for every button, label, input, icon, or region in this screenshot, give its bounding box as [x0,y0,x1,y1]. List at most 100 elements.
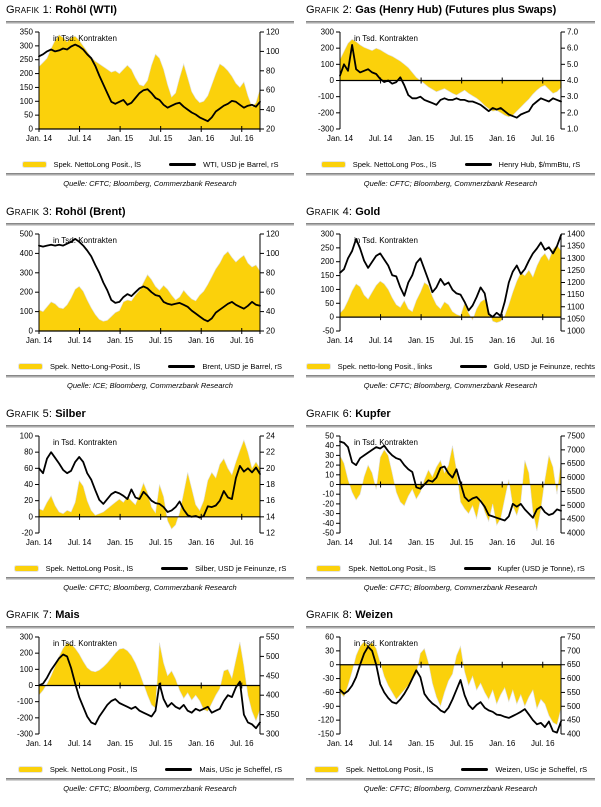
x-axis-label: Jul. 14 [68,134,92,143]
source-text: Quelle: CFTC; Bloomberg, Commerzbank Res… [363,179,538,188]
x-axis-label: Jan. 16 [188,134,215,143]
x-axis-label: Jul. 15 [449,336,473,345]
right-tick-label: 700 [567,647,581,656]
chart-plot-wheat: 60 30 0 -30 -60 -90 -120 -150 750 700 650 600 550 500… [317,633,581,749]
right-tick-label: 100 [266,47,280,56]
legend-area-label: Spek. NettoLong Posit., lS [345,765,434,775]
right-tick-label: 7500 [567,431,585,440]
panel-grafik-1: Grafik 1: Rohöl (WTI) 350 300 250 200 150 100… [0,0,300,202]
area-series [38,34,261,130]
panel-grafik-6: Grafik 6: Kupfer 50 40 30 20 10 0 -10 -20 -30 -40… [300,404,601,606]
area-series [38,438,261,530]
left-tick-label: 150 [320,271,334,280]
chart-name: Weizen [355,609,393,622]
line-swatch-icon [165,768,193,772]
chart-title: Grafik 8: Weizen [306,609,595,622]
x-axis-label: Jul. 14 [68,538,92,547]
x-axis-label: Jan. 14 [326,538,353,547]
right-tick-label: 500 [266,652,280,661]
chart-name: Gold [355,205,381,218]
right-tick-label: 450 [567,716,581,725]
left-tick-label: 350 [20,28,34,37]
legend-line-label: Weizen, USc je Scheffel, rS [495,765,588,775]
area-swatch-icon [320,161,346,168]
right-tick-label: 100 [266,249,280,258]
source-rule [306,576,595,580]
right-tick-label: 20 [266,125,275,134]
x-axis-label: Jan. 16 [489,739,516,748]
legend-line-label: Brent, USD je Barrel, rS [202,361,283,371]
chart-plot-brent: 500 400 300 200 100 0 120 100 80 60 40 20 Jan. 14 Jul… [20,229,280,345]
right-tick-label: 1100 [567,302,585,311]
title-rule [306,21,595,24]
right-tick-label: 3.0 [567,92,579,101]
right-tick-label: 7.0 [567,28,579,37]
x-axis-label: Jan. 16 [188,538,215,547]
title-rule [306,626,595,630]
right-tick-label: 120 [266,229,280,238]
left-tick-label: 80 [24,447,33,456]
legend-area-label: Spek. NettoLong Posit., lS [348,563,436,573]
right-tick-label: 5.0 [567,60,579,69]
chart-title: Grafik 5: Silber [6,408,294,421]
panel-grafik-8: Grafik 8: Weizen 60 30 0 -30 -60 -90 -120 -150 7… [300,605,601,807]
source-rule [6,778,294,782]
right-tick-label: 40 [266,105,275,114]
x-axis-label: Jan. 16 [489,134,516,143]
x-axis-label: Jan. 15 [407,538,434,547]
x-axis-label: Jul. 15 [449,538,473,547]
right-tick-label: 6.0 [567,44,579,53]
area-series [38,642,261,723]
right-tick-label: 5500 [567,486,585,495]
right-tick-label: 20 [266,463,275,472]
source-rule [6,576,294,580]
x-axis-label: Jul. 16 [230,336,254,345]
left-tick-label: 100 [20,431,34,440]
price-line [338,44,562,119]
chart-name: Silber [55,407,86,420]
x-axis-label: Jan. 14 [26,336,53,345]
right-tick-label: 60 [266,287,275,296]
line-swatch-icon [169,163,197,166]
x-axis-label: Jan. 15 [407,739,434,748]
left-tick-label: 20 [325,460,334,469]
left-tick-label: -300 [317,125,334,134]
legend-area-label: Spek. NettoLong Posit., lS [53,160,142,169]
area-swatch-icon [316,564,342,572]
title-rule [306,424,595,428]
x-axis-label: Jul. 16 [230,538,254,547]
plot-annotation: in Tsd. Kontrakten [354,639,418,648]
area-series [339,244,561,323]
right-tick-label: 22 [266,447,275,456]
source-text: Quelle: ICE; Bloomberg, Commerzbank Rese… [67,380,233,390]
left-tick-label: 300 [20,268,34,277]
area-swatch-icon [17,362,43,370]
right-tick-label: 400 [567,730,581,739]
chart-legend: Spek. NettoLong Posit., lS Silber, USD j… [6,562,294,575]
right-tick-label: 750 [567,633,581,642]
source-rule [306,374,595,378]
chart-plot-silver: 100 80 60 40 20 0 -20 24 22 20 18 16 14 12 Jan. 14 Jul.… [20,431,276,547]
x-axis-label: Jul. 15 [149,739,173,748]
source-rule [6,374,294,378]
plot-annotation: in Tsd. Kontrakten [53,34,117,43]
right-tick-label: 5000 [567,500,585,509]
left-tick-label: 0 [329,660,334,669]
x-axis-label: Jul. 14 [368,739,392,748]
right-tick-label: 1.0 [567,125,579,134]
source-text: Quelle: CFTC; Bloomberg, Commerzbank Res… [63,179,237,188]
x-axis-label: Jan. 14 [26,739,53,748]
chart-name: Rohöl (Brent) [55,205,126,218]
price-line [338,234,562,318]
left-tick-label: -120 [317,716,334,725]
left-tick-label: 200 [20,287,34,296]
price-line [38,653,261,730]
left-tick-label: 0 [29,681,34,690]
plot-annotation: in Tsd. Kontrakten [354,34,418,43]
right-tick-label: 1250 [567,266,585,275]
right-tick-label: 7000 [567,445,585,454]
left-tick-label: -30 [322,674,334,683]
right-tick-label: 1400 [567,229,585,238]
title-rule [6,21,294,24]
right-tick-label: 400 [266,691,280,700]
